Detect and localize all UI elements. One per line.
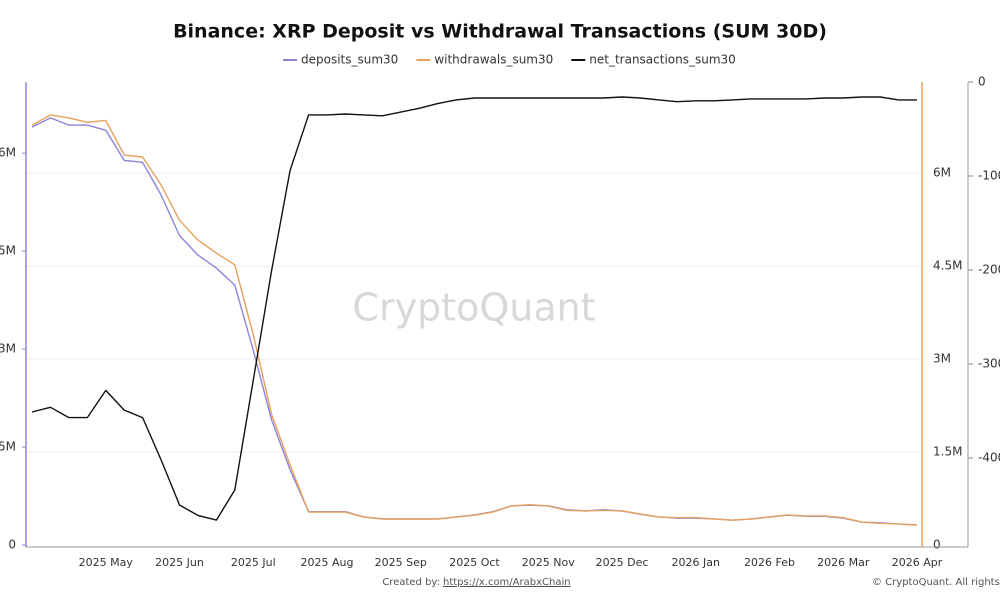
x-tick-label: 2026 Jan [672,556,720,569]
y3-tick-label: -100K [978,169,1000,183]
y-tick-label: 3M [0,342,16,356]
y2-tick-label: 1.5M [933,445,962,459]
x-tick-label: 2025 Jun [155,556,204,569]
y-tick-label: 0 [8,538,16,552]
series-line [31,96,917,521]
x-tick-label: 2026 Feb [744,556,795,569]
x-tick-label: 2025 May [79,556,134,569]
series-line [31,114,918,526]
x-tick-label: 2025 Oct [449,556,500,569]
y3-tick-label: -200K [978,263,1000,277]
chart-title: Binance: XRP Deposit vs Withdrawal Trans… [173,21,827,43]
y3-tick-label: 0 [978,75,986,89]
credit-link[interactable]: https://x.com/ArabxChain [443,577,571,588]
legend-label: net_transactions_sum30 [589,53,736,67]
legend-label: withdrawals_sum30 [434,53,553,67]
x-tick-label: 2025 Nov [522,556,575,569]
x-tick-label: 2026 Mar [817,556,870,569]
y2-tick-label: 4.5M [933,259,962,273]
x-tick-label: 2025 Dec [596,556,649,569]
copyright: © CryptoQuant. All rights reserved [872,577,1000,588]
y2-tick-label: 0 [933,538,941,552]
x-tick-label: 2025 Sep [375,556,427,569]
y2-tick-label: 6M [933,166,951,180]
y-tick-label: 6M [0,146,16,160]
legend-label: deposits_sum30 [301,53,398,67]
x-tick-label: 2025 Jul [231,556,276,569]
y3-tick-label: -400K [978,451,1000,465]
watermark: CryptoQuant [352,286,595,330]
x-tick-label: 2026 Apr [892,556,943,569]
y2-tick-label: 3M [933,352,951,366]
credit-prefix: Created by: [382,577,440,588]
y-tick-label: 4.5M [0,244,16,258]
x-tick-label: 2025 Aug [301,556,354,569]
y3-tick-label: -300K [978,357,1000,371]
y-tick-label: 1.5M [0,440,16,454]
